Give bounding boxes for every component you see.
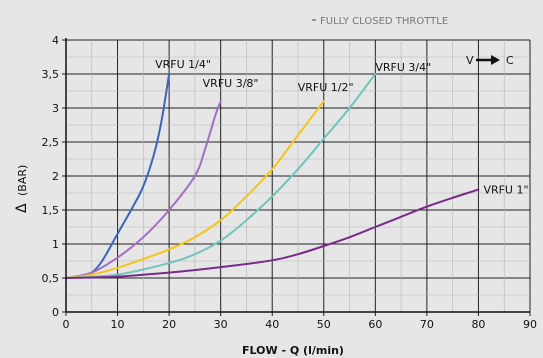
y-axis-unit: (BAR) (16, 165, 29, 196)
x-tick-label: 10 (111, 318, 125, 331)
y-axis-title: Δ (BAR) (14, 165, 30, 213)
y-tick-label: 2,5 (42, 136, 60, 149)
axes (62, 38, 531, 316)
y-tick-label: 1 (52, 238, 59, 251)
tick-labels: 0 10 20 30 40 50 60 70 80 90 0 0,5 1 1,5 2 2,5 3 3,5 4 (42, 34, 538, 331)
series-label: VRFU 3/8" (203, 77, 259, 90)
series-labels: VRFU 1/4" VRFU 3/8" VRFU 1/2" VRFU 3/4" VRFU… (155, 58, 528, 197)
y-tick-label: 3,5 (42, 68, 60, 81)
series-line (65, 188, 480, 279)
series-label: VRFU 1" (483, 184, 528, 197)
series-layer (65, 73, 480, 279)
x-tick-label: 30 (214, 318, 228, 331)
x-tick-label: 0 (63, 318, 70, 331)
series-label: VRFU 3/4" (375, 61, 431, 74)
series-line (65, 100, 325, 279)
y-tick-label: 0 (52, 306, 59, 319)
y-tick-label: 0,5 (42, 272, 60, 285)
direction-arrow-head (491, 55, 500, 65)
y-tick-label: 3 (52, 102, 59, 115)
x-tick-label: 80 (471, 318, 485, 331)
x-tick-label: 50 (317, 318, 331, 331)
y-tick-label: 2 (52, 170, 59, 183)
direction-from: V (466, 54, 474, 67)
x-tick-label: 90 (523, 318, 537, 331)
series-line (65, 73, 377, 279)
x-tick-label: 60 (368, 318, 382, 331)
y-axis-symbol: Δ (14, 203, 30, 213)
series-line (65, 100, 222, 279)
series-label: VRFU 1/4" (155, 58, 211, 71)
x-axis-title: FLOW - Q (l/min) (242, 344, 344, 357)
chart-note: FULLY CLOSED THROTTLE (320, 16, 448, 27)
grid (65, 39, 531, 312)
x-tick-label: 20 (162, 318, 176, 331)
direction-to: C (506, 54, 514, 67)
y-tick-label: 1,5 (42, 204, 60, 217)
x-tick-label: 40 (265, 318, 279, 331)
x-tick-label: 70 (420, 318, 434, 331)
y-tick-label: 4 (52, 34, 59, 47)
series-label: VRFU 1/2" (298, 81, 354, 94)
